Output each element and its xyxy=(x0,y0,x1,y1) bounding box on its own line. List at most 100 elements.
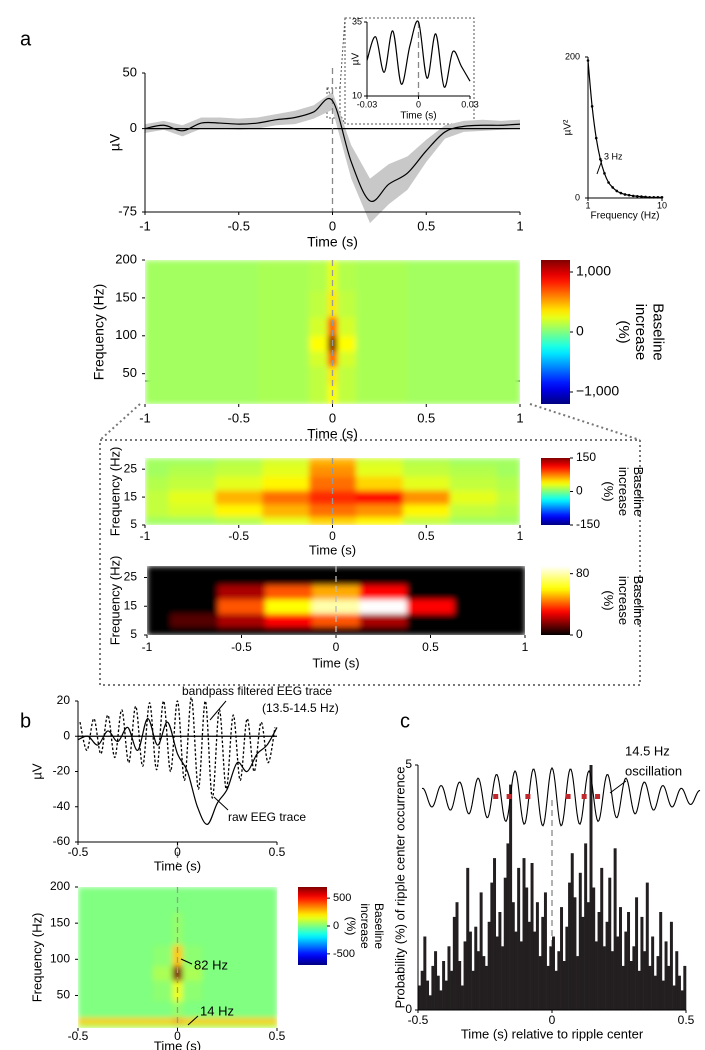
x-tick-label: 0 xyxy=(329,529,336,543)
heatmap-cell xyxy=(107,980,154,1002)
heatmap-cell xyxy=(217,584,266,600)
heatmap-cell xyxy=(355,385,408,404)
y-tick-label: 100 xyxy=(115,327,137,342)
x-tick-label: 10 xyxy=(657,200,667,210)
bar xyxy=(635,897,639,1010)
data-point xyxy=(631,194,635,198)
bar xyxy=(509,784,513,1010)
heatmap-cell xyxy=(215,504,263,518)
heatmap-cell xyxy=(107,944,154,967)
heatmap-cell xyxy=(152,944,174,967)
y-tick-label: 50 xyxy=(123,64,137,79)
bar xyxy=(450,970,454,1010)
heatmap-cell xyxy=(152,1017,174,1025)
heatmap-cell xyxy=(170,566,219,574)
heatmap-cell xyxy=(145,350,183,367)
heatmap xyxy=(145,260,520,404)
bar xyxy=(522,858,526,1010)
heatmap-cell xyxy=(78,980,109,1002)
heatmap-cell xyxy=(355,464,404,477)
leader-line xyxy=(609,780,627,794)
heatmap-cell xyxy=(337,335,357,352)
heatmap-cell xyxy=(262,490,310,505)
heatmap-cell xyxy=(359,566,408,574)
heatmap-cell xyxy=(182,260,258,291)
colorbar-label-line: increase xyxy=(616,467,631,516)
heatmap-cell xyxy=(152,887,174,913)
series-label: bandpass filtered EEG trace xyxy=(182,684,332,698)
bar xyxy=(669,921,673,1010)
bar xyxy=(661,980,665,1010)
heatmap-cell xyxy=(449,504,498,518)
heatmap-cell xyxy=(406,626,455,635)
heatmap xyxy=(147,566,525,635)
data-point xyxy=(623,193,627,196)
heatmap-cell xyxy=(182,1023,203,1028)
heatmap-cell xyxy=(359,626,408,635)
heatmap-cell xyxy=(454,573,502,586)
heatmap-cell xyxy=(182,944,203,967)
bar xyxy=(656,956,660,1010)
y-axis-label: Frequency (Hz) xyxy=(29,913,44,1003)
heatmap-cell xyxy=(168,504,216,518)
leader-line xyxy=(213,796,229,811)
heatmap-cell xyxy=(327,350,338,367)
colorbar-label-line: increase xyxy=(632,304,649,361)
heatmap-cell xyxy=(265,573,313,586)
bar xyxy=(627,912,631,1010)
y-tick-label: 20 xyxy=(57,693,71,707)
heatmap-cell xyxy=(402,476,451,491)
x-axis-label: Time (s) relative to ripple center xyxy=(461,1026,644,1041)
heatmap-cell xyxy=(202,944,248,967)
heatmap-cell xyxy=(262,458,310,466)
heatmap-cell xyxy=(182,887,203,913)
heatmap-cell xyxy=(170,584,219,600)
heatmap-cell xyxy=(496,476,520,491)
colorbar-tick-label: 0 xyxy=(333,920,339,932)
bar xyxy=(619,907,622,1010)
y-axis-label: Frequency (Hz) xyxy=(107,447,122,537)
heatmap-cell xyxy=(145,490,169,505)
colorbar-label-line: increase xyxy=(358,903,372,949)
bar xyxy=(519,941,523,1010)
heatmap-cell xyxy=(107,887,154,913)
heatmap-cell xyxy=(202,1000,248,1019)
heatmap-cell xyxy=(217,566,266,574)
bar xyxy=(495,936,499,1010)
bar xyxy=(538,956,542,1010)
y-tick-label: 25 xyxy=(124,461,138,475)
heatmap-cell xyxy=(402,490,451,505)
heatmap-cell xyxy=(406,613,455,627)
heatmap-cell xyxy=(309,316,329,337)
heatmap-cell xyxy=(107,1017,154,1025)
chart: bandpass filtered EEG trace (13.5-14.5 Hz… xyxy=(20,684,339,873)
data-point xyxy=(599,157,602,161)
leader-line xyxy=(596,159,603,175)
heatmap-cell xyxy=(147,599,172,614)
heatmap-cell xyxy=(147,573,172,586)
y-tick-label: 50 xyxy=(57,988,71,1002)
heatmap-cell xyxy=(145,316,183,337)
bar xyxy=(466,867,470,1010)
heatmap-cell xyxy=(309,490,357,505)
bar xyxy=(645,882,649,1010)
y-tick-label: 5 xyxy=(130,627,137,641)
heatmap-cell xyxy=(182,350,258,367)
bar xyxy=(589,765,593,1010)
y-tick-label: 50 xyxy=(123,365,137,380)
colorbar-tick-label: 150 xyxy=(576,450,596,464)
heatmap-cell xyxy=(337,350,357,367)
bar xyxy=(683,965,687,1010)
heatmap-cell xyxy=(454,599,502,614)
bar xyxy=(552,936,555,1010)
heatmap-cell xyxy=(145,464,169,477)
heatmap-cell xyxy=(147,584,172,600)
heatmap-cell xyxy=(247,1023,277,1028)
annotation: 14 Hz xyxy=(200,1003,234,1018)
zoom-connector xyxy=(529,403,641,441)
heatmap-cell xyxy=(107,965,154,981)
x-tick-label: 0.5 xyxy=(417,218,435,233)
series-line xyxy=(77,718,278,825)
bar xyxy=(530,863,534,1010)
